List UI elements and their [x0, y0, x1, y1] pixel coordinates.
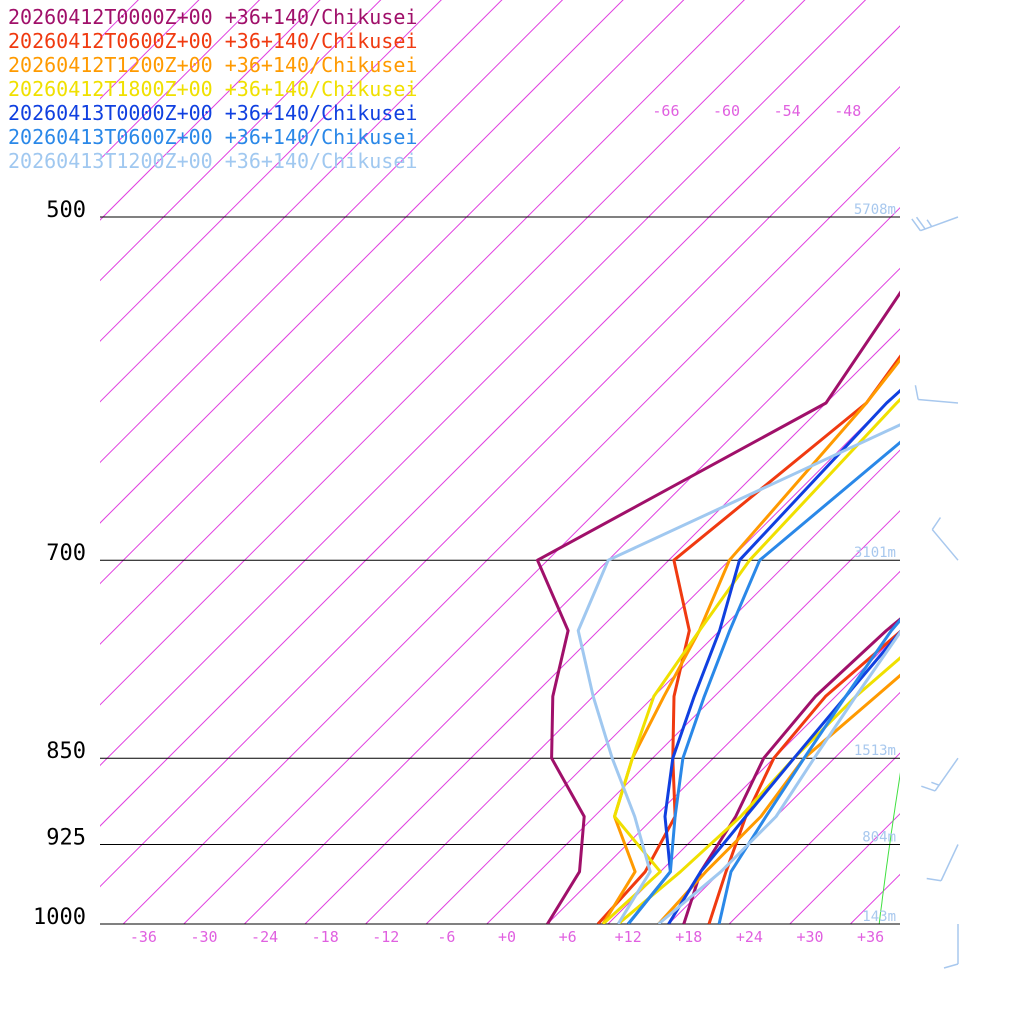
isotherm-line — [789, 813, 900, 924]
wind-barb-staff — [940, 844, 959, 882]
isotherm-line — [122, 146, 900, 924]
dewpoint-profile-7 — [576, 423, 900, 924]
temp-tick-label: +18 — [675, 928, 702, 946]
pressure-label-700: 700 — [46, 541, 86, 566]
legend-entry-6: 20260413T0600Z+00 +36+140/Chikusei — [8, 125, 417, 149]
wind-barb-flag — [926, 877, 942, 882]
dewpoint-profile-4 — [601, 397, 900, 924]
wind-barb-staff — [931, 529, 959, 561]
legend-entry-4: 20260412T1800Z+00 +36+140/Chikusei — [8, 77, 417, 101]
profile-series — [536, 290, 900, 924]
legend: 20260412T0000Z+00 +36+140/Chikusei202604… — [8, 5, 417, 173]
wind-barb — [931, 517, 959, 561]
dewpoint-profile-5 — [627, 388, 900, 924]
temperature-profile-1 — [682, 617, 900, 924]
isotherm-line — [972, 0, 1024, 924]
height-label: 143m — [862, 909, 896, 925]
wind-barb — [921, 757, 959, 792]
wind-barb-half-flag — [931, 781, 940, 786]
legend-entry-7: 20260413T1200Z+00 +36+140/Chikusei — [8, 149, 417, 173]
isotherm-line — [100, 0, 685, 585]
temperature-tick-labels: -36 -30 -24 -18 -12 -6 +0 +6 +12 +18 +24 +30 +36 — [130, 928, 884, 946]
temp-tick-label: -6 — [437, 928, 455, 946]
pressure-labels: 1000925850700500300250200150100 — [33, 198, 86, 930]
temp-tick-label: -12 — [372, 928, 399, 946]
wind-barb — [926, 844, 959, 882]
upper-isotherm-label: -66 — [652, 102, 679, 120]
height-label: 3101m — [854, 545, 896, 561]
pressure-label-1000: 1000 — [33, 905, 86, 930]
upper-isotherm-label: -48 — [834, 102, 861, 120]
pressure-label-850: 850 — [46, 739, 86, 764]
temperature-profile-5 — [667, 629, 900, 924]
temperature-profile-7 — [657, 629, 900, 924]
upper-isotherm-label: -54 — [774, 102, 801, 120]
theta-line-310 — [878, 772, 900, 924]
temp-tick-label: -18 — [312, 928, 339, 946]
wind-barb-flag — [921, 785, 936, 792]
height-label: 1513m — [854, 743, 896, 759]
height-label: 804m — [862, 829, 896, 845]
pressure-lines — [100, 216, 900, 925]
wind-barbs — [911, 216, 959, 969]
isotherm-line — [100, 0, 624, 524]
wind-barb-flag — [915, 216, 926, 230]
dewpoint-profile-6 — [627, 440, 900, 924]
wind-barb-staff — [920, 216, 959, 232]
temp-tick-label: +24 — [736, 928, 763, 946]
pressure-label-925: 925 — [46, 825, 86, 850]
isotherm-line — [365, 388, 900, 924]
isotherm-line — [100, 25, 900, 827]
wind-barb — [943, 924, 959, 969]
upper-isotherm-labels: -66 -60 -54 -48 — [652, 102, 861, 120]
wind-barb — [914, 385, 959, 404]
height-label: 5708m — [854, 202, 896, 218]
temp-tick-label: +0 — [498, 928, 516, 946]
temperature-profile-2 — [707, 629, 900, 924]
wind-barb — [911, 216, 959, 232]
temp-tick-label: +12 — [615, 928, 642, 946]
isotherm-line — [668, 691, 900, 924]
wind-barb-staff — [918, 398, 959, 404]
wind-barb-flag — [911, 218, 922, 232]
isotherm-line — [100, 0, 806, 706]
wind-barb-half-flag — [926, 219, 933, 227]
height-labels: 16465m13965m12083m10520m9371m5708m3101m1… — [854, 202, 896, 925]
theta-line-320 — [980, 0, 1024, 924]
temperature-profile-4 — [617, 656, 900, 924]
legend-entry-5: 20260413T0000Z+00 +36+140/Chikusei — [8, 101, 417, 125]
dewpoint-profile-1 — [536, 290, 900, 924]
temp-tick-label: -36 — [130, 928, 157, 946]
wind-barb-flag — [931, 517, 942, 530]
wind-barb-flag — [914, 385, 919, 400]
temp-tick-label: +6 — [559, 928, 577, 946]
isotherm-line — [100, 0, 867, 767]
theta-lines — [878, 0, 1024, 924]
isotherm-line — [183, 207, 900, 924]
temp-tick-label: -24 — [251, 928, 278, 946]
legend-entry-3: 20260412T1200Z+00 +36+140/Chikusei — [8, 53, 417, 77]
legend-entry-1: 20260412T0000Z+00 +36+140/Chikusei — [8, 5, 417, 29]
legend-entry-2: 20260412T0600Z+00 +36+140/Chikusei — [8, 29, 417, 53]
isotherm-line — [304, 328, 900, 924]
dewpoint-profile-2 — [596, 354, 900, 924]
pressure-label-500: 500 — [46, 198, 86, 223]
isotherm-line — [100, 0, 745, 645]
temp-tick-label: +36 — [857, 928, 884, 946]
isotherm-line — [425, 449, 900, 924]
wind-barb-staff — [934, 757, 959, 792]
upper-isotherm-label: -60 — [713, 102, 740, 120]
temp-tick-label: +30 — [796, 928, 823, 946]
temp-tick-label: -30 — [190, 928, 217, 946]
isotherm-line — [911, 0, 1024, 924]
temperature-profile-6 — [717, 618, 900, 924]
temperature-profile-3 — [657, 673, 900, 924]
wind-barb-flag — [943, 963, 959, 969]
isotherm-line — [100, 85, 900, 888]
